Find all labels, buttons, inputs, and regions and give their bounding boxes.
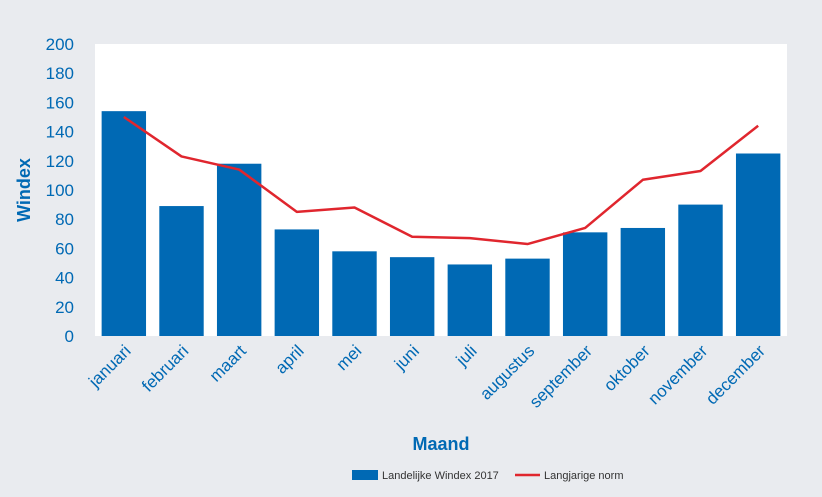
y-tick-label: 140 bbox=[46, 123, 74, 142]
y-tick-label: 0 bbox=[65, 327, 74, 346]
bar-december bbox=[735, 153, 781, 336]
bar-januari bbox=[101, 111, 147, 336]
x-tick-label: oktober bbox=[600, 341, 654, 395]
legend-bar-label: Landelijke Windex 2017 bbox=[382, 470, 499, 482]
bar-november bbox=[678, 204, 723, 336]
x-tick-label: maart bbox=[206, 341, 250, 385]
legend-bar-swatch bbox=[352, 470, 378, 480]
y-tick-label: 60 bbox=[55, 239, 74, 258]
x-tick-label: juli bbox=[452, 341, 481, 370]
y-tick-label: 100 bbox=[46, 181, 74, 200]
y-tick-label: 40 bbox=[55, 269, 74, 288]
y-tick-label: 180 bbox=[46, 64, 74, 83]
line-series bbox=[123, 115, 759, 246]
bar-juli bbox=[447, 264, 493, 336]
x-tick-label: september bbox=[526, 341, 596, 411]
bar-juni bbox=[389, 257, 435, 336]
x-tick-label: juni bbox=[390, 341, 423, 374]
bar-april bbox=[274, 229, 320, 336]
x-tick-label: januari bbox=[84, 341, 134, 391]
x-tick-label: december bbox=[702, 341, 769, 408]
x-tick-label: februari bbox=[138, 341, 192, 395]
bar-september bbox=[562, 232, 608, 336]
bar-februari bbox=[159, 206, 204, 336]
bar-series bbox=[101, 111, 781, 336]
plot-area bbox=[95, 44, 787, 336]
y-tick-label: 80 bbox=[55, 210, 74, 229]
x-axis-ticks: januari februari maart april mei juni juliaugu… bbox=[84, 341, 769, 411]
y-tick-label: 160 bbox=[46, 93, 74, 112]
norm-line bbox=[123, 115, 759, 246]
y-axis-label: Windex bbox=[14, 158, 34, 222]
bar-oktober bbox=[620, 227, 666, 336]
x-axis-label: Maand bbox=[412, 434, 469, 454]
y-tick-label: 120 bbox=[46, 152, 74, 171]
bar-mei bbox=[332, 251, 377, 336]
legend: Landelijke Windex 2017 Langjarige norm bbox=[352, 470, 624, 482]
x-tick-label: april bbox=[272, 341, 308, 377]
y-axis-ticks: 0 20 40 60 80 100 120 140 160 180 200 bbox=[46, 35, 74, 346]
bar-maart bbox=[216, 163, 262, 336]
y-tick-label: 20 bbox=[55, 298, 74, 317]
x-tick-label: mei bbox=[333, 341, 366, 374]
x-tick-label: november bbox=[644, 341, 711, 408]
y-tick-label: 200 bbox=[46, 35, 74, 54]
legend-line-label: Langjarige norm bbox=[544, 470, 624, 482]
bar-augustus bbox=[505, 258, 550, 336]
